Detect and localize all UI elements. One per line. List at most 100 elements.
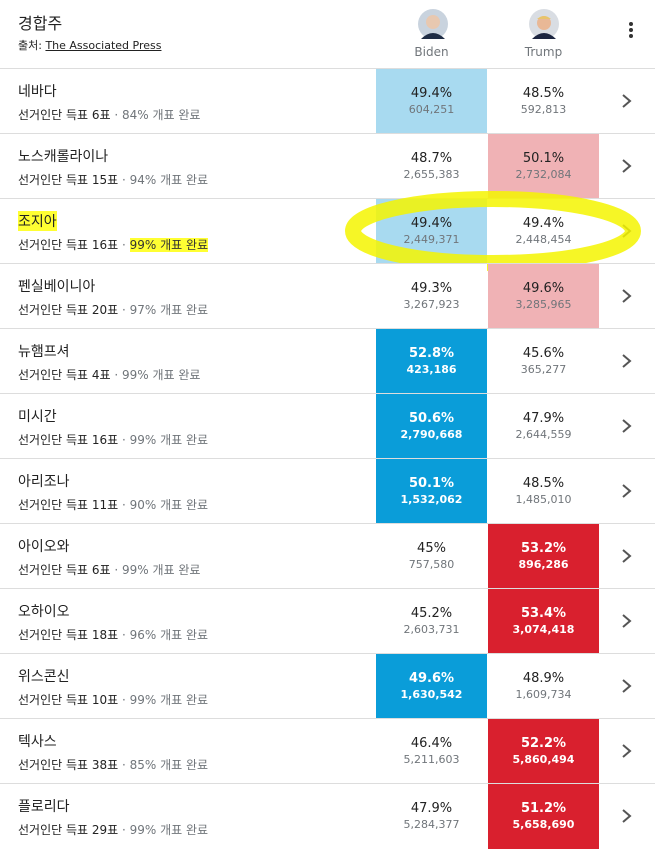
- biden-cell: 52.8% 423,186: [376, 329, 487, 394]
- chevron[interactable]: [620, 221, 634, 241]
- state-details: 선거인단 득표 20표 · 97% 개표 완료: [18, 301, 208, 318]
- electors: 선거인단 득표 15표: [18, 173, 119, 187]
- separator: ·: [118, 823, 130, 837]
- percent: 52.2%: [520, 736, 567, 751]
- votes: 423,186: [406, 363, 457, 376]
- percent: 47.9%: [522, 411, 565, 426]
- percent: 48.7%: [410, 151, 453, 166]
- trump-cell: 48.5% 1,485,010: [488, 459, 599, 524]
- trump-cell: 49.4% 2,448,454: [488, 199, 599, 264]
- reported: 99% 개표 완료: [129, 693, 209, 707]
- chevron[interactable]: [620, 741, 634, 761]
- percent: 49.3%: [410, 281, 453, 296]
- state-name: 플로리다: [18, 799, 70, 815]
- votes: 2,790,668: [400, 428, 463, 441]
- chevron[interactable]: [620, 806, 634, 826]
- votes: 2,603,731: [403, 623, 460, 636]
- reported: 99% 개표 완료: [129, 433, 209, 447]
- percent: 53.4%: [520, 606, 567, 621]
- chevron[interactable]: [620, 351, 634, 371]
- biden-cell: 47.9% 5,284,377: [376, 784, 487, 849]
- chevron[interactable]: [620, 416, 634, 436]
- electors: 선거인단 득표 38표: [18, 758, 119, 772]
- reported: 94% 개표 완료: [129, 173, 209, 187]
- votes: 604,251: [408, 103, 455, 116]
- percent: 49.4%: [410, 216, 453, 231]
- electors: 선거인단 득표 16표: [18, 433, 119, 447]
- chevron[interactable]: [620, 286, 634, 306]
- votes: 3,074,418: [512, 623, 575, 636]
- state-row[interactable]: 노스캐롤라이나 선거인단 득표 15표 · 94% 개표 완료 48.7% 2,655…: [0, 133, 655, 199]
- biden-cell: 45.2% 2,603,731: [376, 589, 487, 654]
- votes: 1,630,542: [400, 688, 463, 701]
- trump-cell: 48.9% 1,609,734: [488, 654, 599, 719]
- trump-cell: 50.1% 2,732,084: [488, 134, 599, 199]
- state-details: 선거인단 득표 18표 · 96% 개표 완료: [18, 626, 208, 643]
- votes: 757,580: [408, 558, 455, 571]
- votes: 2,644,559: [515, 428, 572, 441]
- chevron[interactable]: [620, 676, 634, 696]
- reported: 99% 개표 완료: [122, 368, 201, 382]
- electors: 선거인단 득표 29표: [18, 823, 119, 837]
- state-details: 선거인단 득표 16표 · 99% 개표 완료: [18, 431, 208, 448]
- chevron[interactable]: [620, 156, 634, 176]
- candidate-name: Biden: [414, 45, 449, 59]
- source-link[interactable]: The Associated Press: [45, 39, 162, 52]
- chevron[interactable]: [620, 91, 634, 111]
- percent: 48.5%: [522, 86, 565, 101]
- state-details: 선거인단 득표 11표 · 90% 개표 완료: [18, 496, 208, 513]
- source: 출처: The Associated Press: [18, 37, 161, 53]
- biden-cell: 50.6% 2,790,668: [376, 394, 487, 459]
- state-row[interactable]: 텍사스 선거인단 득표 38표 · 85% 개표 완료 46.4% 5,211,603…: [0, 718, 655, 784]
- percent: 45.2%: [410, 606, 453, 621]
- votes: 3,267,923: [403, 298, 460, 311]
- electors: 선거인단 득표 4표: [18, 368, 111, 382]
- biden-cell: 49.4% 2,449,371: [376, 199, 487, 264]
- chevron[interactable]: [620, 546, 634, 566]
- state-details: 선거인단 득표 16표 · 99% 개표 완료: [18, 236, 209, 253]
- chevron[interactable]: [620, 611, 634, 631]
- state-row[interactable]: 아리조나 선거인단 득표 11표 · 90% 개표 완료 50.1% 1,532,06…: [0, 458, 655, 524]
- state-row[interactable]: 위스콘신 선거인단 득표 10표 · 99% 개표 완료 49.6% 1,630,54…: [0, 653, 655, 719]
- percent: 46.4%: [410, 736, 453, 751]
- state-row[interactable]: 아이오와 선거인단 득표 6표 · 99% 개표 완료 45% 757,580 53.2…: [0, 523, 655, 589]
- reported: 96% 개표 완료: [129, 628, 209, 642]
- state-name: 위스콘신: [18, 669, 70, 685]
- state-row[interactable]: 네바다 선거인단 득표 6표 · 84% 개표 완료 49.4% 604,251 48.…: [0, 68, 655, 134]
- reported: 99% 개표 완료: [129, 823, 209, 837]
- votes: 365,277: [520, 363, 567, 376]
- state-details: 선거인단 득표 4표 · 99% 개표 완료: [18, 366, 200, 383]
- separator: ·: [110, 368, 122, 382]
- state-row[interactable]: 펜실베이니아 선거인단 득표 20표 · 97% 개표 완료 49.3% 3,267,…: [0, 263, 655, 329]
- title: 경합주: [18, 14, 63, 33]
- biden-avatar: [418, 9, 448, 39]
- state-row[interactable]: 오하이오 선거인단 득표 18표 · 96% 개표 완료 45.2% 2,603,73…: [0, 588, 655, 654]
- percent: 48.9%: [522, 671, 565, 686]
- state-details: 선거인단 득표 38표 · 85% 개표 완료: [18, 756, 208, 773]
- biden-cell: 48.7% 2,655,383: [376, 134, 487, 199]
- percent: 49.6%: [522, 281, 565, 296]
- chevron[interactable]: [620, 481, 634, 501]
- votes: 5,860,494: [512, 753, 575, 766]
- reported: 85% 개표 완료: [129, 758, 209, 772]
- votes: 3,285,965: [515, 298, 572, 311]
- state-name: 조지아: [18, 211, 57, 231]
- trump-cell: 45.6% 365,277: [488, 329, 599, 394]
- separator: ·: [118, 238, 130, 252]
- state-name: 네바다: [18, 84, 57, 100]
- votes: 2,732,084: [515, 168, 572, 181]
- reported: 90% 개표 완료: [129, 498, 209, 512]
- state-row[interactable]: 뉴햄프셔 선거인단 득표 4표 · 99% 개표 완료 52.8% 423,186 45…: [0, 328, 655, 394]
- percent: 51.2%: [520, 801, 567, 816]
- electors: 선거인단 득표 11표: [18, 498, 119, 512]
- state-name: 미시간: [18, 409, 57, 425]
- electors: 선거인단 득표 20표: [18, 303, 119, 317]
- state-name: 텍사스: [18, 734, 57, 750]
- trump-cell: 53.4% 3,074,418: [488, 589, 599, 654]
- electors: 선거인단 득표 6표: [18, 563, 111, 577]
- biden-cell: 50.1% 1,532,062: [376, 459, 487, 524]
- more-menu[interactable]: [625, 20, 637, 40]
